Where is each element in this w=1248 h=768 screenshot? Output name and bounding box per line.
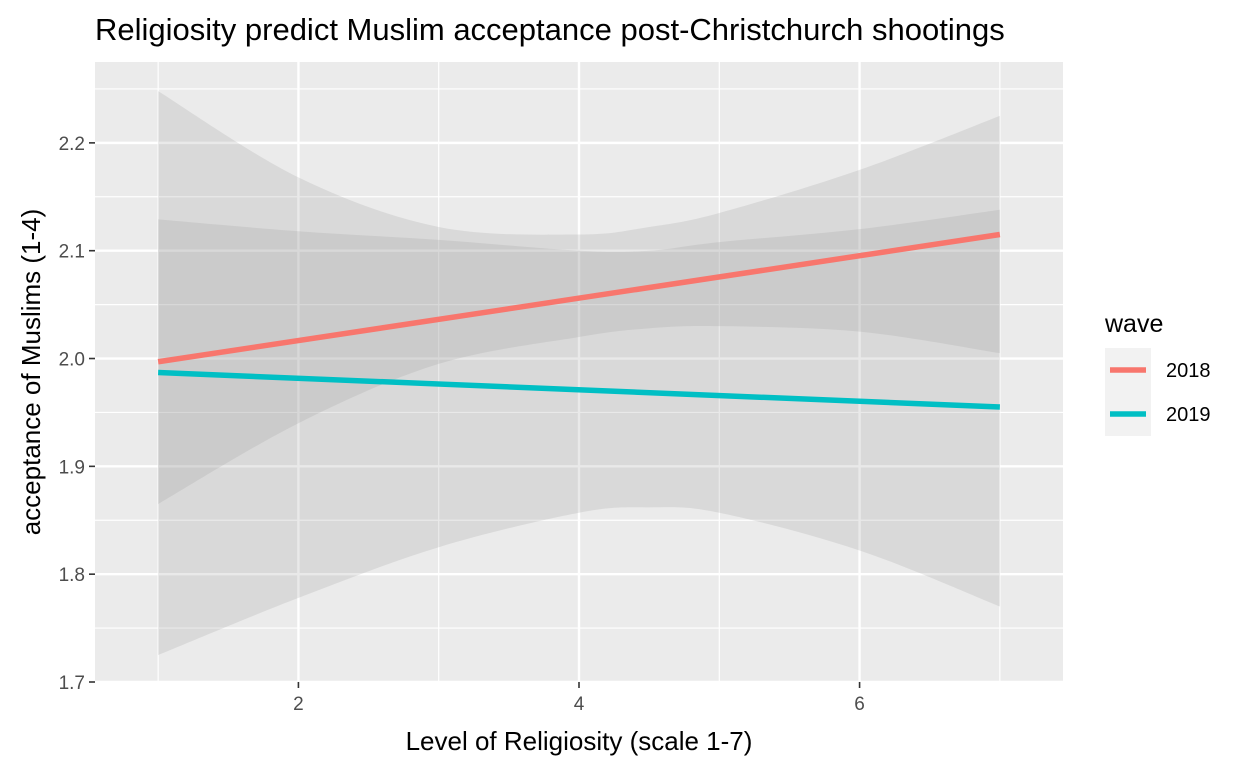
series-lines [157,231,1001,410]
y-tick-label: 2.1 [59,242,85,263]
y-tick-label: 1.8 [59,565,85,586]
y-axis-title: acceptance of Muslims (1-4) [16,209,46,536]
y-tick-label: 1.7 [59,673,85,694]
x-tick-label: 6 [854,694,865,715]
legend-title: wave [1104,310,1163,338]
x-tick-label: 4 [574,694,585,715]
x-tick-label: 2 [293,694,304,715]
legend: wave 2018 2019 [1104,310,1211,436]
legend-label-2019: 2019 [1166,404,1211,426]
x-axis-title: Level of Religiosity (scale 1-7) [406,726,753,756]
legend-label-2018: 2018 [1166,360,1211,382]
confidence-ribbons [158,91,1000,656]
y-tick-label: 2.2 [59,134,85,155]
y-tick-label: 1.9 [59,457,85,478]
confidence-ribbon-2019 [158,91,1000,656]
confidence-ribbon-2018 [158,209,1000,505]
axes: 1.7 1.8 1.9 2.0 2.1 2.2 2 4 6 [59,134,865,715]
chart-title: Religiosity predict Muslim acceptance po… [95,12,1005,47]
series-line-2018 [157,231,1001,365]
y-tick-label: 2.0 [59,350,85,371]
series-line-2019 [158,369,1000,410]
